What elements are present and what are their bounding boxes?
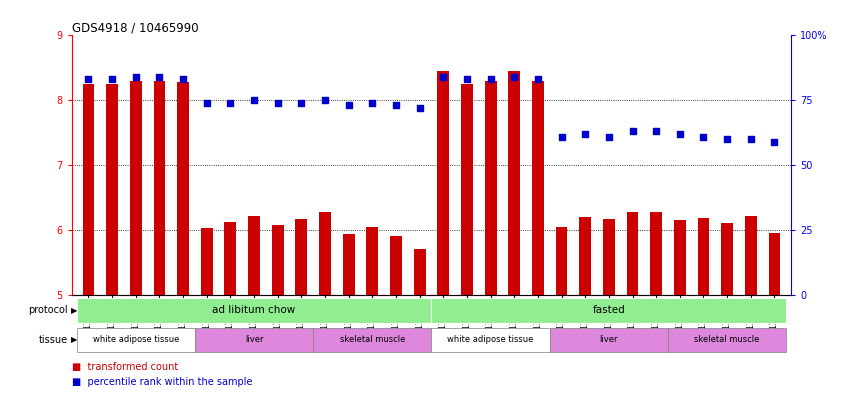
Bar: [722, 223, 733, 295]
Point: [223, 100, 237, 106]
Text: ■  transformed count: ■ transformed count: [72, 362, 179, 372]
Bar: [248, 216, 260, 295]
Point: [318, 97, 332, 103]
Bar: [580, 217, 591, 295]
Bar: [431, 298, 786, 323]
Bar: [461, 84, 473, 295]
Point: [152, 74, 166, 80]
Point: [744, 136, 757, 142]
Bar: [556, 227, 568, 295]
Point: [650, 128, 663, 134]
Bar: [532, 81, 544, 295]
Point: [342, 102, 355, 108]
Point: [673, 131, 687, 137]
Bar: [390, 236, 402, 295]
Bar: [651, 212, 662, 295]
Bar: [508, 71, 520, 295]
Bar: [201, 228, 212, 295]
Text: white adipose tissue: white adipose tissue: [92, 336, 179, 344]
Bar: [627, 212, 639, 295]
Bar: [313, 327, 431, 352]
Bar: [272, 225, 283, 295]
Point: [508, 74, 521, 80]
Bar: [77, 327, 195, 352]
Point: [460, 76, 474, 83]
Point: [271, 100, 284, 106]
Text: tissue: tissue: [39, 335, 68, 345]
Point: [531, 76, 545, 83]
Text: ad libitum chow: ad libitum chow: [212, 305, 295, 316]
Point: [721, 136, 734, 142]
Point: [82, 76, 96, 83]
Point: [555, 133, 569, 140]
Bar: [295, 219, 307, 295]
Text: protocol: protocol: [28, 305, 68, 316]
Point: [484, 76, 497, 83]
Bar: [668, 327, 786, 352]
Bar: [437, 71, 449, 295]
Bar: [674, 220, 686, 295]
Bar: [195, 327, 313, 352]
Bar: [698, 218, 710, 295]
Point: [365, 100, 379, 106]
Point: [200, 100, 213, 106]
Bar: [550, 327, 668, 352]
Point: [129, 74, 142, 80]
Bar: [107, 84, 118, 295]
Text: skeletal muscle: skeletal muscle: [695, 336, 760, 344]
Bar: [153, 81, 165, 295]
Bar: [83, 84, 95, 295]
Bar: [431, 327, 550, 352]
Bar: [224, 222, 236, 295]
Text: liver: liver: [244, 336, 263, 344]
Bar: [77, 298, 431, 323]
Bar: [177, 82, 189, 295]
Text: ▶: ▶: [71, 306, 78, 315]
Point: [626, 128, 640, 134]
Bar: [366, 227, 378, 295]
Point: [413, 105, 426, 111]
Bar: [319, 212, 331, 295]
Bar: [768, 233, 780, 295]
Text: white adipose tissue: white adipose tissue: [448, 336, 534, 344]
Text: skeletal muscle: skeletal muscle: [339, 336, 405, 344]
Bar: [485, 81, 497, 295]
Text: ▶: ▶: [71, 336, 78, 344]
Point: [437, 74, 450, 80]
Point: [579, 131, 592, 137]
Text: liver: liver: [600, 336, 618, 344]
Text: GDS4918 / 10465990: GDS4918 / 10465990: [72, 21, 199, 34]
Text: fasted: fasted: [592, 305, 625, 316]
Bar: [414, 249, 426, 295]
Point: [247, 97, 261, 103]
Point: [106, 76, 119, 83]
Point: [767, 139, 781, 145]
Bar: [343, 235, 354, 295]
Bar: [130, 81, 141, 295]
Point: [176, 76, 190, 83]
Text: ■  percentile rank within the sample: ■ percentile rank within the sample: [72, 377, 252, 387]
Point: [389, 102, 403, 108]
Bar: [744, 216, 756, 295]
Point: [602, 133, 616, 140]
Bar: [603, 219, 615, 295]
Point: [294, 100, 308, 106]
Point: [697, 133, 711, 140]
